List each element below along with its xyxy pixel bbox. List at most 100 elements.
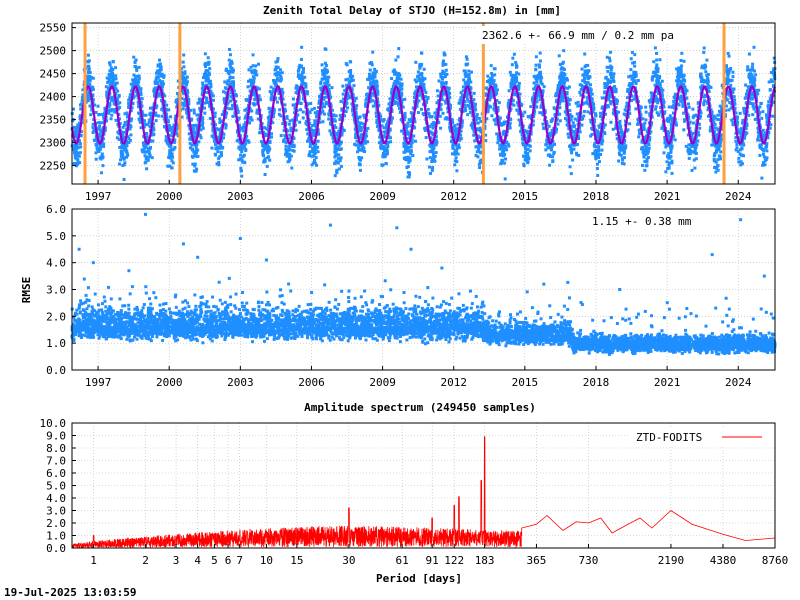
ztd-point: [663, 141, 667, 145]
ztd-point: [377, 104, 381, 108]
ztd-point: [276, 65, 280, 69]
ztd-point: [257, 94, 261, 98]
ztd-point: [304, 85, 308, 89]
ztd-point: [702, 46, 706, 50]
ztd-point: [471, 127, 475, 131]
ztd-point: [148, 106, 152, 110]
ztd-point: [499, 145, 503, 149]
ztd-point: [300, 78, 304, 82]
ztd-point: [252, 76, 256, 80]
ztd-point: [184, 77, 188, 81]
ztd-point: [337, 129, 341, 133]
ztd-point: [736, 115, 740, 119]
ztd-point: [654, 94, 658, 98]
ztd-point: [330, 108, 334, 112]
ztd-point: [655, 111, 659, 115]
ztd-point: [546, 146, 550, 150]
ztd-point: [288, 119, 292, 123]
ztd-point: [267, 121, 271, 125]
ztd-point: [78, 117, 82, 121]
ztd-point: [588, 75, 592, 79]
ztd-point: [132, 73, 136, 77]
ztd-point: [655, 58, 659, 62]
ztd-point: [219, 150, 223, 154]
ztd-point: [596, 153, 600, 157]
ztd-point: [126, 135, 130, 139]
ztd-point: [162, 92, 166, 96]
ztd-point: [415, 103, 419, 107]
ztd-point: [580, 67, 584, 71]
ztd-point: [645, 160, 649, 164]
ztd-point: [294, 128, 298, 132]
ztd-point: [611, 75, 615, 79]
ztd-point: [617, 142, 621, 146]
ztd-point: [87, 68, 91, 72]
ztd-point: [353, 142, 357, 146]
ztd-point: [320, 86, 324, 90]
ztd-point: [269, 109, 273, 113]
ztd-point: [517, 111, 521, 115]
ztd-point: [521, 141, 525, 145]
ztd-point: [738, 111, 742, 115]
ztd-point: [151, 126, 155, 130]
ztd-point: [395, 101, 399, 105]
ztd-point: [168, 128, 172, 132]
ztd-point: [558, 102, 562, 106]
ztd-point: [546, 153, 550, 157]
ztd-point: [493, 105, 497, 109]
ztd-point: [159, 66, 163, 70]
ztd-point: [244, 149, 248, 153]
ztd-point: [139, 87, 143, 91]
ztd-point: [486, 107, 490, 111]
ztd-point: [385, 128, 389, 132]
ztd-point: [626, 87, 630, 91]
ztd-point: [762, 152, 766, 156]
ztd-point: [324, 63, 328, 67]
ztd-point: [636, 79, 640, 83]
ztd-point: [85, 77, 89, 81]
ztd-point: [160, 80, 164, 84]
ztd-point: [454, 131, 458, 135]
ztd-point: [240, 158, 244, 162]
ztd-point: [633, 79, 637, 83]
ztd-point: [236, 109, 240, 113]
ztd-point: [351, 74, 355, 78]
ztd-point: [687, 156, 691, 160]
ztd-point: [714, 160, 718, 164]
ztd-point: [685, 89, 689, 93]
ztd-point: [752, 95, 756, 99]
ztd-point: [76, 158, 80, 162]
ztd-point: [360, 132, 364, 136]
ztd-point: [263, 157, 267, 161]
ztd-point: [339, 147, 343, 151]
ztd-point: [289, 135, 293, 139]
ztd-point: [474, 118, 478, 122]
ztd-point: [690, 133, 694, 137]
ztd-point: [472, 130, 476, 134]
ztd-point: [301, 116, 305, 120]
ztd-point: [123, 120, 127, 124]
ztd-point: [653, 83, 657, 87]
ztd-point: [762, 161, 766, 165]
ztd-point: [580, 123, 584, 127]
ztd-point: [630, 77, 634, 81]
ztd-point: [344, 78, 348, 82]
ztd-point: [433, 111, 437, 115]
ztd-point: [507, 123, 511, 127]
ztd-point: [203, 95, 207, 99]
ztd-point: [609, 50, 613, 54]
ztd-point: [597, 137, 601, 141]
ztd-point: [768, 97, 772, 101]
ztd-point: [394, 58, 398, 62]
ztd-point: [290, 128, 294, 132]
ztd-point: [462, 69, 466, 73]
ztd-point: [310, 108, 314, 112]
ztd-point: [313, 151, 317, 155]
ztd-point: [170, 134, 174, 138]
ztd-point: [506, 142, 510, 146]
ztd-point: [99, 121, 103, 125]
ztd-point: [195, 127, 199, 131]
ztd-point: [668, 156, 672, 160]
ztd-point: [539, 79, 543, 83]
ztd-point: [693, 144, 697, 148]
